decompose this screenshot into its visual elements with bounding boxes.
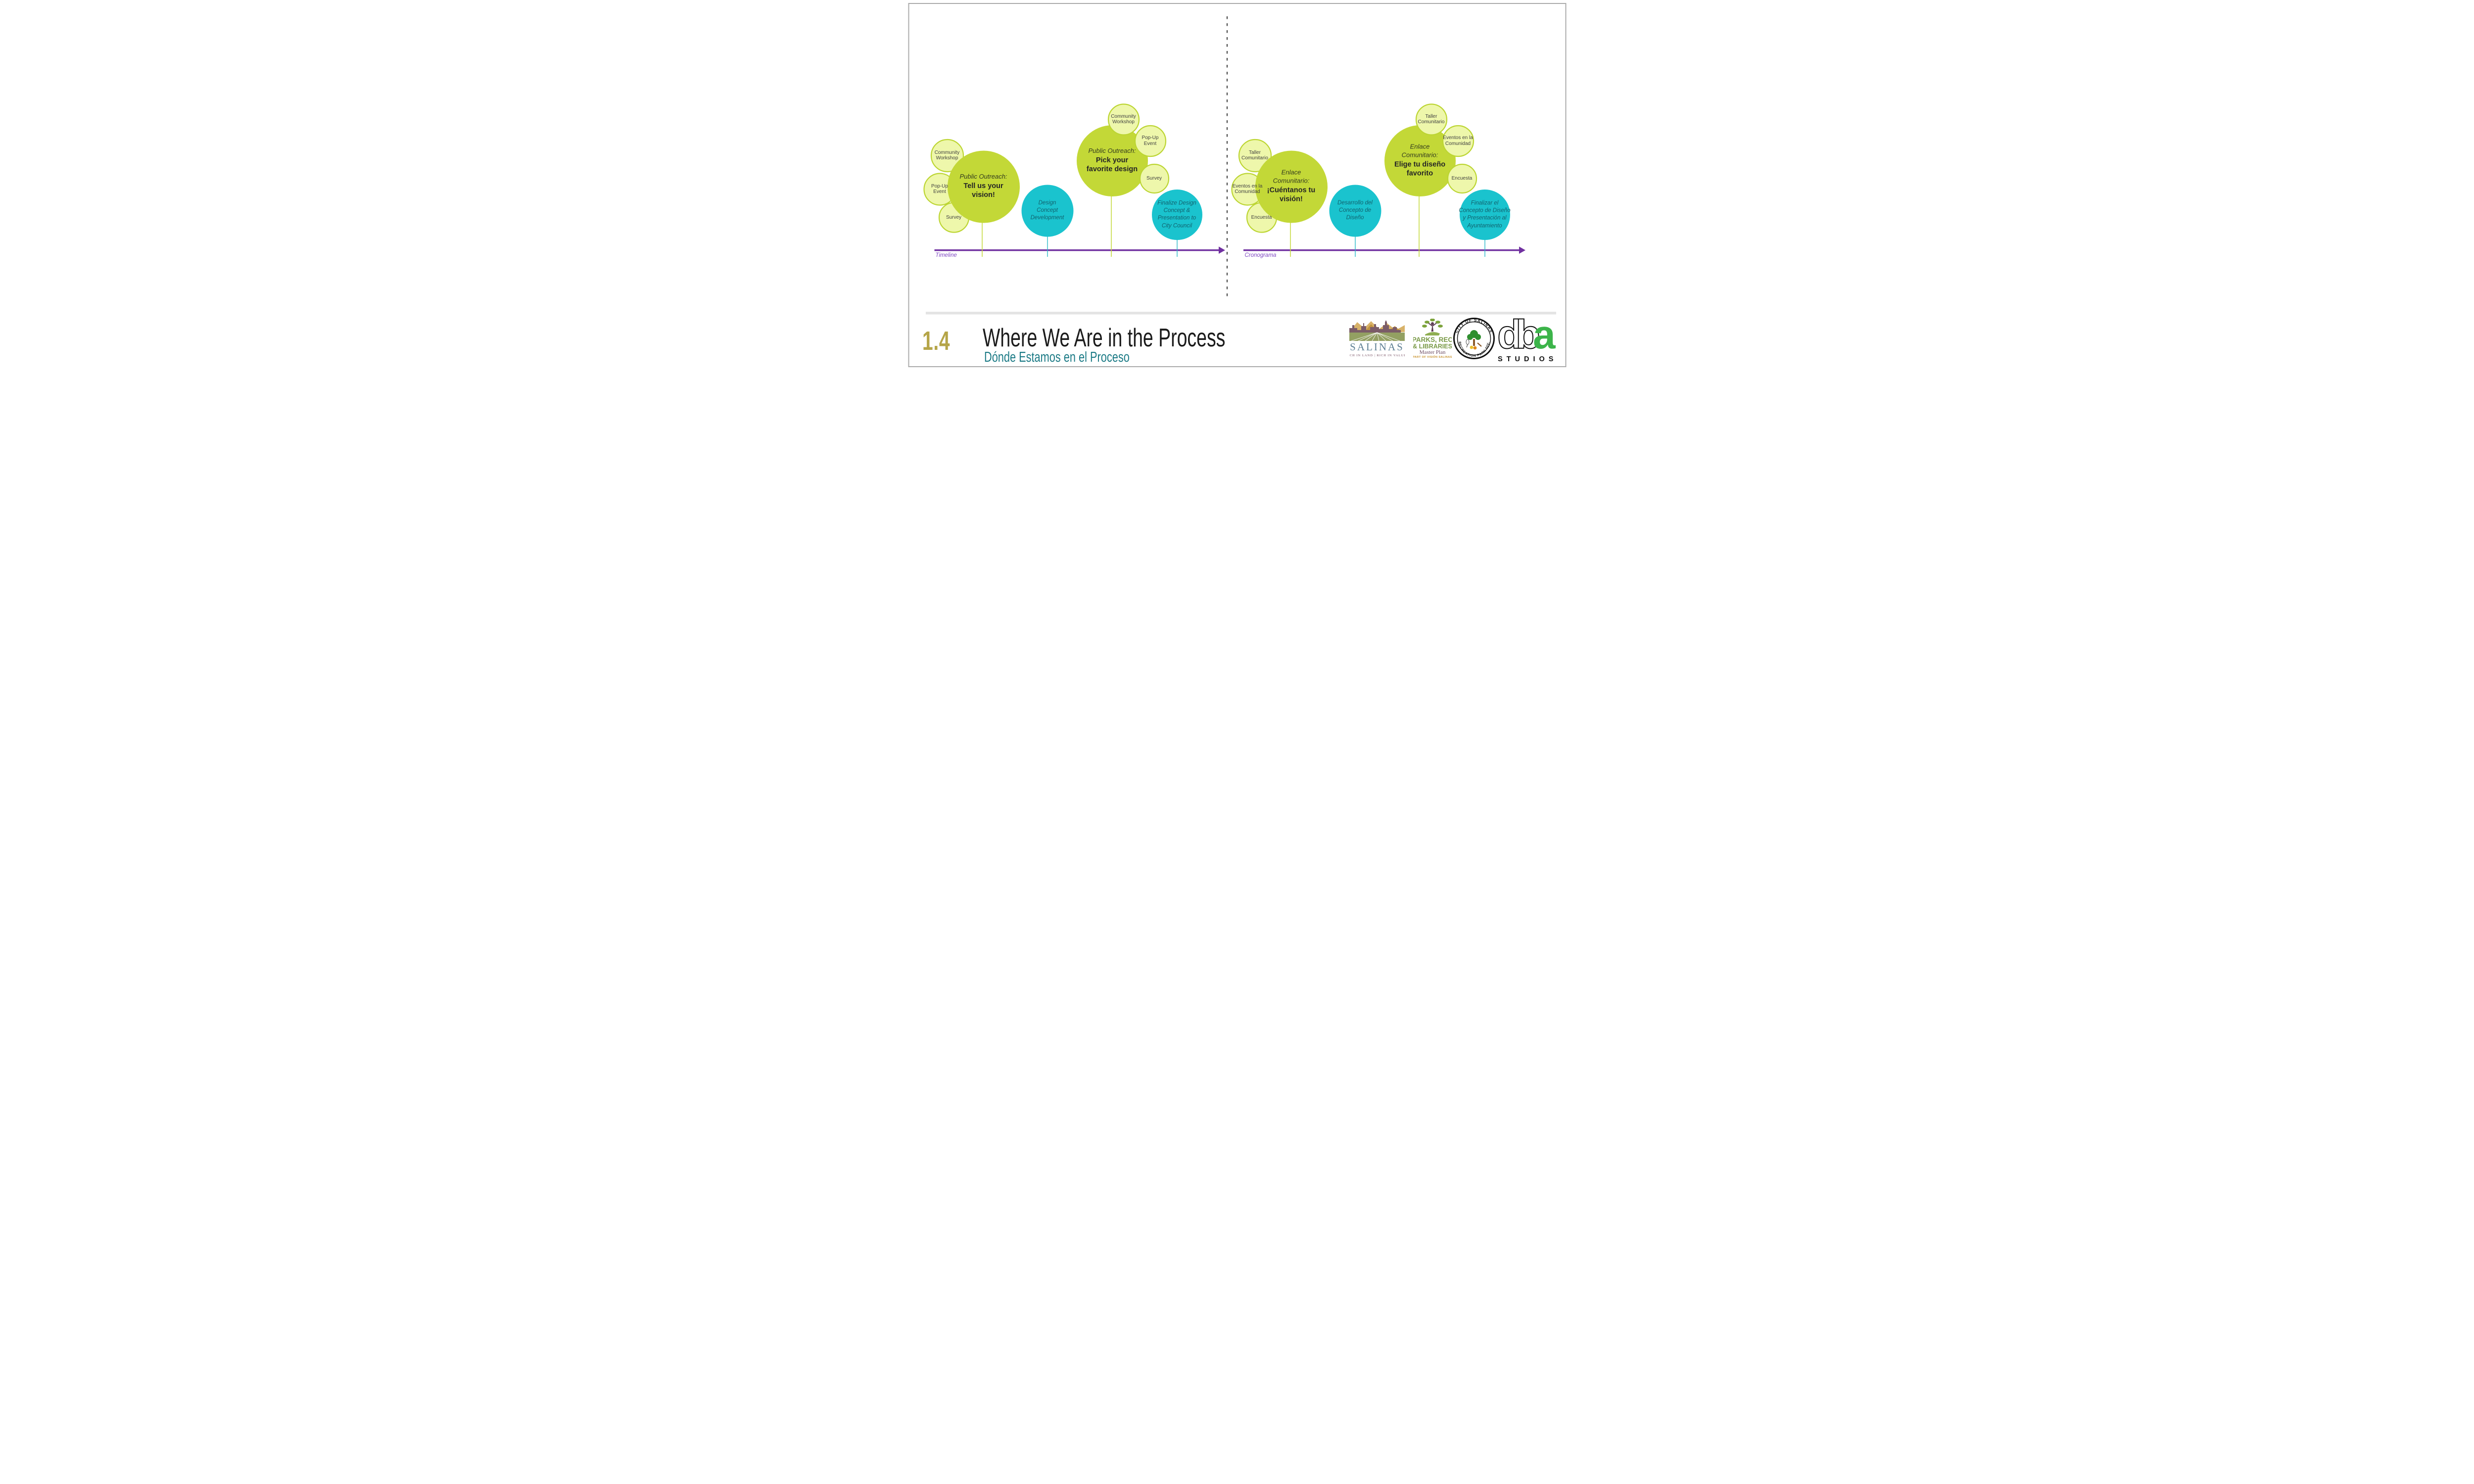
milestone-text-design-concept-es: Desarrollo del Concepto de Diseño bbox=[1337, 200, 1373, 221]
parks-tree-leaves bbox=[1422, 319, 1443, 328]
parks-logo-line2: & LIBRARIES bbox=[1413, 343, 1452, 350]
satellite-circle-eventos-es2 bbox=[1442, 125, 1474, 157]
satellite-label-text: Community Workshop bbox=[1111, 113, 1136, 125]
phase-circle-finalize-en bbox=[1151, 190, 1202, 240]
dba-letter-a: a bbox=[1533, 316, 1556, 357]
satellite-circle-taller-es1 bbox=[1238, 139, 1272, 173]
process-diagram bbox=[908, 3, 1566, 367]
footer-divider bbox=[925, 312, 1556, 315]
salinas-wordmark: SALINAS bbox=[1350, 341, 1404, 353]
timeline-arrowhead-es bbox=[1519, 246, 1525, 254]
timeline-arrow-es bbox=[1243, 249, 1520, 251]
phase-circle-finalize-es bbox=[1459, 190, 1510, 240]
timeline-arrow-en bbox=[934, 249, 1219, 251]
satellite-label-text: Eventos en la Comunidad bbox=[1443, 135, 1473, 146]
section-number: 1.4 bbox=[922, 326, 950, 356]
satellite-label-text: Survey bbox=[946, 215, 962, 221]
phase-category: Public Outreach: bbox=[959, 172, 1007, 180]
phase-text-outreach1-en: Public Outreach: Tell us your vision! bbox=[956, 173, 1011, 199]
satellite-label: Encuesta bbox=[1247, 215, 1276, 221]
satellite-circle-encuesta-es2 bbox=[1447, 163, 1477, 194]
satellite-label: Taller Comunitario bbox=[1416, 114, 1447, 126]
phase-headline: Elige tu diseño favorito bbox=[1394, 160, 1446, 178]
phase-text-outreach2-en: Public Outreach: Pick your favorite desi… bbox=[1084, 147, 1141, 174]
satellite-label: Survey bbox=[940, 215, 968, 221]
phase-category: Enlace Comunitario: bbox=[1401, 143, 1438, 159]
salinas-field-rows bbox=[1351, 332, 1400, 341]
satellite-circle-taller-es2 bbox=[1415, 103, 1447, 136]
seal-tree bbox=[1467, 330, 1481, 346]
page-subtitle: Dónde Estamos en el Proceso bbox=[984, 349, 1130, 365]
salinas-cityscape bbox=[1349, 320, 1401, 333]
slide: Community Workshop Pop-Up Event Survey P… bbox=[907, 0, 1567, 371]
phase-circle-outreach2-es bbox=[1384, 125, 1456, 196]
satellite-label: Pop-Up Event bbox=[928, 184, 952, 195]
milestone-text-finalize-es: Finalizar el Concepto de Diseño y Presen… bbox=[1459, 200, 1511, 229]
satellite-label: Taller Comunitario bbox=[1239, 150, 1270, 162]
satellite-label: Survey bbox=[1141, 176, 1168, 182]
satellite-label-text: Pop-Up Event bbox=[931, 183, 948, 195]
dba-studios-text: STUDIOS bbox=[1498, 355, 1556, 363]
satellite-label-text: Taller Comunitario bbox=[1241, 149, 1268, 161]
dba-letter-b: b bbox=[1516, 316, 1540, 357]
phase-text-outreach1-es: Enlace Comunitario: ¡Cuéntanos tu visión… bbox=[1264, 168, 1319, 203]
satellite-label-text: Community Workshop bbox=[934, 149, 960, 161]
seal-inner-ring bbox=[1457, 321, 1491, 356]
satellite-circle-community-workshop-en2 bbox=[1107, 103, 1140, 136]
satellite-label-text: Encuesta bbox=[1251, 215, 1272, 221]
slide-border bbox=[908, 3, 1566, 367]
salinas-city-logo: SALINAS RICH IN LAND | RICH IN VALUES bbox=[1349, 320, 1405, 357]
phase-headline: ¡Cuéntanos tu visión! bbox=[1267, 186, 1316, 203]
satellite-circle-popup-event-en2 bbox=[1134, 125, 1166, 157]
parks-logo-line1: PARKS, REC bbox=[1413, 336, 1452, 343]
parks-ground-swoosh bbox=[1425, 332, 1440, 335]
satellite-label-text: Survey bbox=[1146, 176, 1162, 182]
phase-category: Enlace Comunitario: bbox=[1273, 168, 1310, 185]
dba-letter-d: d bbox=[1497, 316, 1522, 357]
city-of-salinas-seal: CITY OF SALINAS RECREATION PARK DIV. bbox=[1453, 318, 1495, 359]
satellite-label-text: Encuesta bbox=[1451, 176, 1473, 182]
satellite-label: Community Workshop bbox=[933, 150, 961, 162]
phase-headline: Pick your favorite design bbox=[1086, 156, 1138, 173]
timeline-label-es: Cronograma bbox=[1244, 252, 1277, 258]
phase-circle-outreach1-es bbox=[1255, 150, 1328, 223]
milestone-text-finalize-en: Finalize Design Concept & Presentation t… bbox=[1157, 200, 1196, 229]
satellite-label: Encuesta bbox=[1448, 176, 1476, 182]
milestone-text-design-concept-en: Design Concept Development bbox=[1030, 200, 1064, 221]
satellite-circle-survey-en2 bbox=[1139, 163, 1169, 194]
satellite-label: Eventos en la Comunidad bbox=[1443, 135, 1474, 147]
satellite-label-text: Eventos en la Comunidad bbox=[1232, 183, 1263, 195]
satellite-label-text: Taller Comunitario bbox=[1418, 113, 1445, 125]
phase-circle-design-concept-es bbox=[1329, 185, 1381, 237]
satellite-label: Eventos en la Comunidad bbox=[1232, 184, 1263, 195]
dba-studios-logo: d b a STUDIOS bbox=[1497, 316, 1556, 363]
satellite-label-text: Pop-Up Event bbox=[1142, 135, 1159, 146]
satellite-label: Community Workshop bbox=[1109, 114, 1138, 126]
timeline-label-en: Timeline bbox=[935, 252, 957, 258]
phase-category: Public Outreach: bbox=[1088, 146, 1136, 154]
satellite-label: Pop-Up Event bbox=[1139, 135, 1162, 147]
timeline-arrowhead-en bbox=[1218, 246, 1225, 254]
parks-logo-line3: Master Plan bbox=[1419, 349, 1445, 355]
satellite-circle-community-workshop-en1 bbox=[930, 139, 964, 173]
phase-text-outreach2-es: Enlace Comunitario: Elige tu diseño favo… bbox=[1391, 143, 1449, 178]
phase-headline: Tell us your vision! bbox=[963, 182, 1003, 199]
phase-circle-design-concept-en bbox=[1021, 185, 1073, 237]
phase-circle-outreach1-en bbox=[947, 150, 1020, 223]
parks-person-figure bbox=[1427, 322, 1437, 332]
phase-circle-outreach2-en bbox=[1076, 125, 1148, 196]
seal-outer-ring bbox=[1453, 318, 1495, 359]
salinas-tagline: RICH IN LAND | RICH IN VALUES bbox=[1349, 354, 1405, 357]
page-title: Where We Are in the Process bbox=[982, 324, 1225, 352]
seal-recreation-items bbox=[1466, 339, 1482, 350]
parks-rec-libraries-logo: PARKS, REC & LIBRARIES Master Plan PART … bbox=[1413, 319, 1452, 358]
parks-logo-line4: PART OF VISIÓN SALINAS bbox=[1413, 355, 1452, 358]
